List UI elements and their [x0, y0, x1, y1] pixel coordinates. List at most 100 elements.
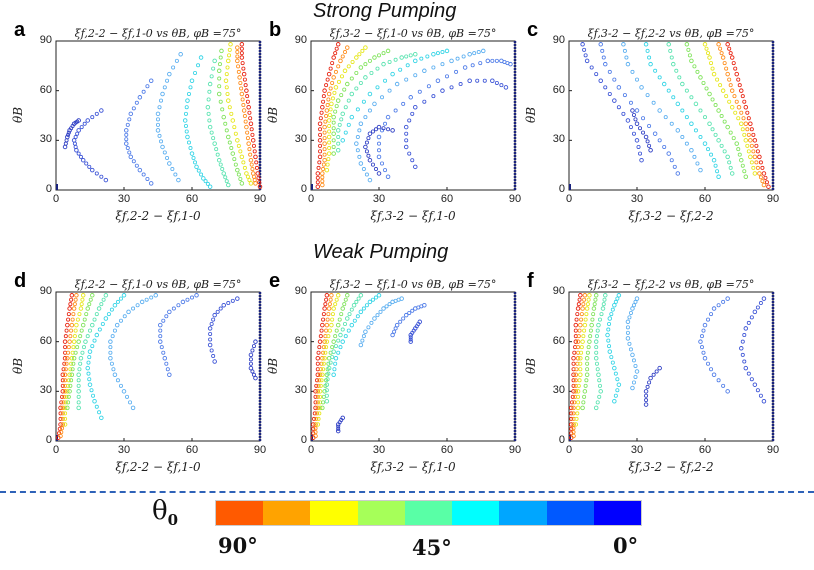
data-point: [743, 326, 749, 331]
x-tick-label: 0: [565, 193, 573, 205]
data-point: [357, 154, 362, 159]
data-point: [85, 118, 90, 123]
data-point: [749, 127, 754, 132]
y-tick-label: 30: [39, 133, 52, 146]
data-point: [630, 69, 635, 74]
data-point: [367, 177, 373, 183]
data-point: [727, 160, 732, 165]
data-point: [250, 132, 255, 137]
plot-title-e: ξf,3-2 − ξf,1-0 vs θB, φB =75°: [329, 278, 497, 291]
series-θ0=30: [358, 296, 404, 348]
data-point: [746, 116, 751, 121]
data-point: [698, 75, 703, 80]
data-point: [322, 355, 327, 361]
data-point: [343, 334, 348, 339]
data-point: [742, 169, 747, 174]
data-point: [578, 322, 583, 328]
data-point: [583, 383, 588, 388]
data-point: [571, 355, 576, 361]
data-point: [345, 45, 350, 50]
data-point: [725, 124, 730, 130]
data-point: [342, 68, 348, 74]
data-point: [661, 81, 667, 87]
data-point: [164, 314, 169, 319]
data-point: [223, 78, 229, 83]
data-point: [641, 130, 646, 135]
data-point: [746, 320, 751, 325]
data-point: [343, 297, 348, 302]
data-point: [226, 134, 231, 140]
data-point: [236, 69, 241, 74]
data-point: [684, 88, 689, 93]
data-point: [613, 299, 618, 304]
data-point: [70, 123, 75, 128]
data-point: [324, 399, 330, 404]
data-point: [62, 422, 68, 427]
data-point: [403, 312, 409, 318]
data-point: [677, 75, 682, 80]
series-θ0=70: [324, 45, 368, 173]
data-point: [313, 394, 318, 399]
data-point: [585, 302, 590, 307]
data-point: [127, 117, 132, 122]
data-point: [58, 422, 63, 427]
data-point: [60, 378, 65, 383]
data-point: [573, 389, 579, 394]
y-tick-label: 90: [552, 34, 565, 46]
data-point: [241, 71, 247, 77]
data-point: [408, 95, 413, 100]
data-point: [68, 383, 73, 388]
data-point: [628, 310, 633, 315]
data-point: [67, 372, 72, 378]
series-θ0=80: [571, 293, 588, 439]
data-point: [645, 139, 650, 144]
data-point: [680, 135, 685, 140]
data-point: [722, 119, 727, 124]
data-point: [634, 138, 640, 143]
data-point: [338, 345, 343, 350]
data-point: [64, 361, 69, 366]
data-point: [173, 172, 178, 177]
data-point: [207, 118, 212, 123]
data-point: [631, 131, 636, 136]
data-point: [346, 328, 351, 333]
data-point: [126, 309, 131, 315]
data-point: [312, 416, 317, 421]
x-tick-label: 90: [253, 444, 267, 456]
data-point: [711, 372, 717, 378]
data-point: [323, 302, 328, 307]
data-point: [575, 339, 581, 344]
data-point: [73, 135, 78, 140]
data-point: [742, 333, 747, 338]
data-point: [185, 98, 190, 103]
data-point: [317, 389, 323, 394]
data-point: [597, 383, 602, 388]
data-point: [380, 161, 385, 166]
data-point: [728, 130, 733, 135]
data-point: [239, 55, 245, 60]
data-point: [356, 296, 361, 301]
data-point: [594, 350, 599, 355]
colorbar: [215, 500, 642, 526]
data-point: [411, 328, 416, 333]
data-point: [67, 339, 72, 344]
data-point: [251, 143, 256, 148]
data-point: [600, 306, 606, 311]
data-point: [221, 171, 226, 176]
colorbar-segment: [357, 501, 405, 525]
data-point: [742, 132, 747, 137]
data-point: [327, 302, 332, 307]
data-point: [628, 125, 633, 130]
data-point: [600, 48, 605, 53]
data-point: [112, 372, 118, 378]
data-point: [215, 152, 220, 157]
data-point: [337, 317, 342, 322]
data-point: [244, 171, 249, 176]
colorbar-segment: [546, 501, 594, 525]
data-point: [109, 307, 114, 312]
y-tick-label: 90: [39, 34, 52, 46]
data-point: [80, 297, 85, 302]
data-point: [250, 369, 255, 374]
data-point: [758, 393, 763, 398]
data-point: [707, 121, 712, 127]
